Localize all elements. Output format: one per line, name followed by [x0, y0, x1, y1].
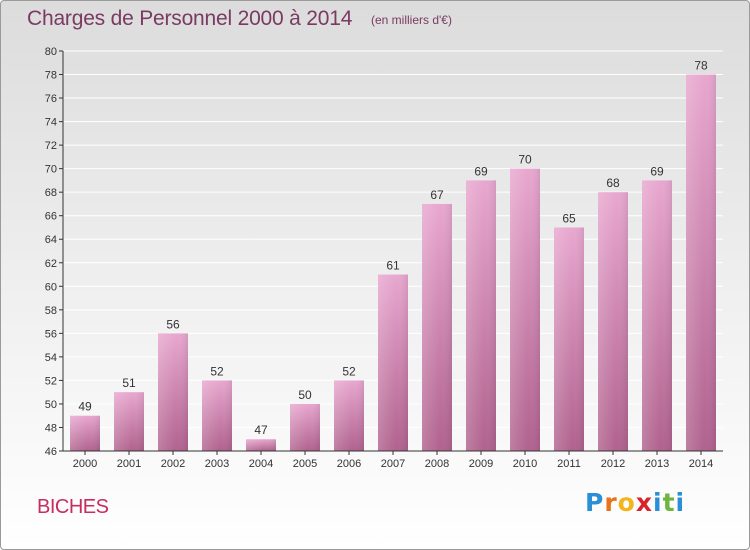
x-tick-label: 2006	[337, 458, 361, 470]
y-tick-label: 52	[45, 375, 57, 387]
logo-letter: P	[585, 488, 605, 517]
x-tick-label: 2014	[689, 458, 713, 470]
bar-shade	[202, 380, 232, 451]
y-tick-label: 70	[45, 164, 57, 176]
x-tick-label: 2010	[513, 458, 537, 470]
y-tick-label: 50	[45, 399, 57, 411]
chart-title: Charges de Personnel 2000 à 2014	[27, 7, 353, 30]
bar-shade	[642, 180, 672, 452]
y-tick-label: 66	[45, 211, 57, 223]
y-tick-label: 68	[45, 187, 57, 199]
data-label: 49	[78, 400, 92, 414]
y-tick-label: 64	[45, 234, 57, 246]
x-tick-label: 2008	[425, 458, 449, 470]
data-label: 69	[474, 164, 488, 178]
y-tick-label: 62	[45, 258, 57, 270]
chart-unit: (en milliers d'€)	[371, 13, 452, 27]
bar-shade	[70, 415, 100, 451]
y-tick-label: 72	[45, 140, 57, 152]
data-label: 56	[166, 317, 180, 331]
data-label: 47	[254, 423, 268, 437]
data-label: 67	[430, 188, 444, 202]
x-tick-label: 2009	[469, 458, 493, 470]
y-tick-label: 78	[45, 70, 57, 82]
y-tick-label: 80	[45, 46, 57, 58]
data-label: 65	[562, 211, 576, 225]
data-label: 68	[606, 176, 620, 190]
logo-letter: r	[604, 488, 618, 517]
bar-shade	[554, 227, 584, 451]
x-tick-label: 2005	[293, 458, 317, 470]
bar-shade	[466, 180, 496, 452]
bar-shade	[246, 439, 276, 451]
x-tick-label: 2012	[601, 458, 625, 470]
bar-shade	[686, 74, 716, 451]
bar-shade	[114, 392, 144, 451]
bar-shade	[378, 274, 408, 451]
y-tick-label: 58	[45, 305, 57, 317]
logo-letter: t	[662, 488, 676, 517]
y-tick-label: 48	[45, 422, 57, 434]
commune-name: BICHES	[37, 496, 109, 518]
y-tick-label: 56	[45, 328, 57, 340]
logo-letter: i	[675, 488, 686, 517]
data-label: 50	[298, 388, 312, 402]
proxiti-logo: Proxiti	[585, 488, 685, 517]
y-tick-label: 60	[45, 281, 57, 293]
x-tick-label: 2001	[117, 458, 141, 470]
logo-letter: o	[617, 488, 636, 517]
bar-shade	[334, 380, 364, 451]
y-tick-label: 74	[45, 117, 57, 129]
bar-shade	[422, 203, 452, 451]
y-tick-label: 46	[45, 446, 57, 458]
data-label: 51	[122, 376, 136, 390]
bar-shade	[158, 333, 188, 451]
x-tick-label: 2013	[645, 458, 669, 470]
logo-letter: i	[653, 488, 663, 517]
data-label: 70	[518, 153, 532, 167]
bar-shade	[290, 403, 320, 451]
bar-shade	[598, 192, 628, 452]
x-tick-label: 2004	[249, 458, 273, 470]
x-tick-label: 2003	[205, 458, 229, 470]
logo-letter: x	[635, 488, 653, 517]
x-tick-label: 2002	[161, 458, 185, 470]
bar-shade	[510, 168, 540, 451]
x-tick-label: 2011	[557, 458, 581, 470]
data-label: 69	[650, 164, 664, 178]
x-tick-label: 2000	[73, 458, 97, 470]
y-tick-label: 54	[45, 352, 57, 364]
data-label: 61	[386, 259, 400, 273]
data-label: 52	[210, 364, 224, 378]
y-tick-label: 76	[45, 93, 57, 105]
x-tick-label: 2007	[381, 458, 405, 470]
data-label: 78	[694, 59, 708, 73]
data-label: 52	[342, 364, 356, 378]
